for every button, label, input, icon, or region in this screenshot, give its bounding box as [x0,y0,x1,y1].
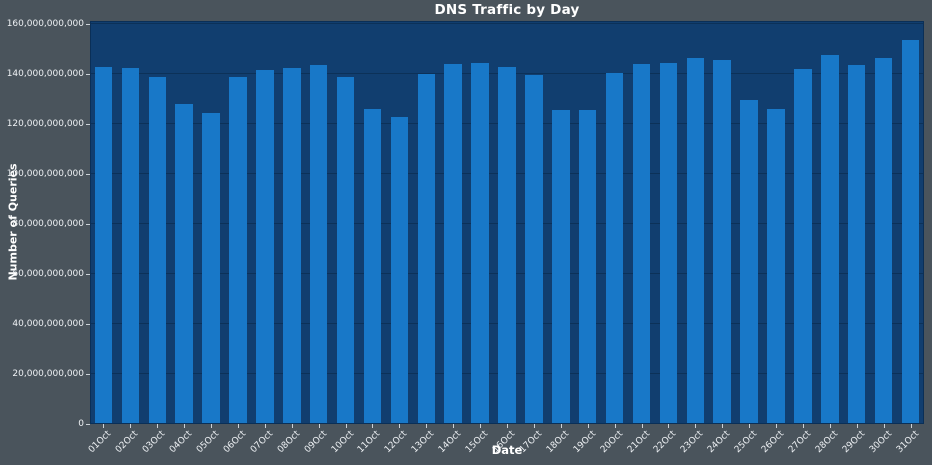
x-tick-mark [507,424,508,428]
bar-17Oct [525,75,543,424]
bar-14Oct [444,64,462,424]
bar-31Oct [901,40,920,424]
plot-area [90,21,924,424]
x-tick-mark [346,424,347,428]
y-tick-mark [86,274,90,275]
bar-16Oct [498,66,516,424]
gridline [90,23,924,24]
x-tick-mark [749,424,750,428]
y-tick-label: 40,000,000,000 [12,318,84,329]
x-tick-mark [722,424,723,428]
bar-13Oct [417,74,436,424]
x-tick-mark [372,424,373,428]
x-tick-mark [453,424,454,428]
x-tick-mark [265,424,266,428]
x-tick-mark [426,424,427,428]
x-tick-mark [884,424,885,428]
x-tick-mark [103,424,104,428]
x-tick-mark [319,424,320,428]
bar-11Oct [363,109,382,424]
bar-25Oct [740,100,758,424]
x-tick-mark [157,424,158,428]
bar-08Oct [283,67,301,424]
bar-24Oct [713,60,731,424]
bar-30Oct [874,57,893,424]
x-tick-mark [238,424,239,428]
y-tick-label: 20,000,000,000 [12,368,84,379]
bar-12Oct [390,116,409,424]
y-tick-label: 100,000,000,000 [6,168,84,179]
x-tick-mark [534,424,535,428]
x-tick-mark [911,424,912,428]
y-tick-label: 140,000,000,000 [6,68,84,79]
bar-06Oct [229,76,247,424]
y-tick-mark [86,124,90,125]
bar-22Oct [659,62,678,424]
bar-29Oct [847,65,866,424]
bar-09Oct [309,65,328,424]
bar-15Oct [471,62,489,424]
y-tick-mark [86,24,90,25]
y-tick-label: 120,000,000,000 [6,118,84,129]
x-tick-mark [615,424,616,428]
y-tick-label: 0 [78,418,84,429]
bar-07Oct [256,70,274,424]
bar-03Oct [148,76,166,424]
bar-01Oct [94,66,113,424]
chart-title: DNS Traffic by Day [434,2,580,18]
y-tick-mark [86,224,90,225]
bar-05Oct [202,112,220,424]
x-tick-mark [857,424,858,428]
bar-26Oct [767,109,785,424]
bar-19Oct [578,110,597,424]
x-tick-mark [292,424,293,428]
bar-28Oct [821,55,839,424]
y-tick-mark [86,74,90,75]
x-tick-mark [480,424,481,428]
x-tick-mark [830,424,831,428]
x-tick-mark [588,424,589,428]
bar-10Oct [336,76,355,424]
x-tick-mark [561,424,562,428]
y-tick-mark [86,374,90,375]
x-tick-mark [776,424,777,428]
y-tick-mark [86,424,90,425]
bar-02Oct [121,67,140,424]
bar-18Oct [552,110,570,424]
x-tick-mark [211,424,212,428]
x-tick-mark [184,424,185,428]
y-tick-label: 160,000,000,000 [6,18,84,29]
x-tick-mark [642,424,643,428]
x-tick-mark [399,424,400,428]
x-tick-mark [668,424,669,428]
bar-20Oct [605,72,624,424]
x-tick-mark [130,424,131,428]
bar-04Oct [175,104,193,424]
y-tick-mark [86,174,90,175]
bar-27Oct [794,69,812,424]
x-axis-title: Date [491,443,523,457]
y-tick-label: 80,000,000,000 [12,218,84,229]
x-tick-mark [803,424,804,428]
x-tick-mark [695,424,696,428]
y-tick-mark [86,324,90,325]
y-tick-label: 60,000,000,000 [12,268,84,279]
bar-21Oct [632,64,651,424]
bar-23Oct [686,57,705,424]
